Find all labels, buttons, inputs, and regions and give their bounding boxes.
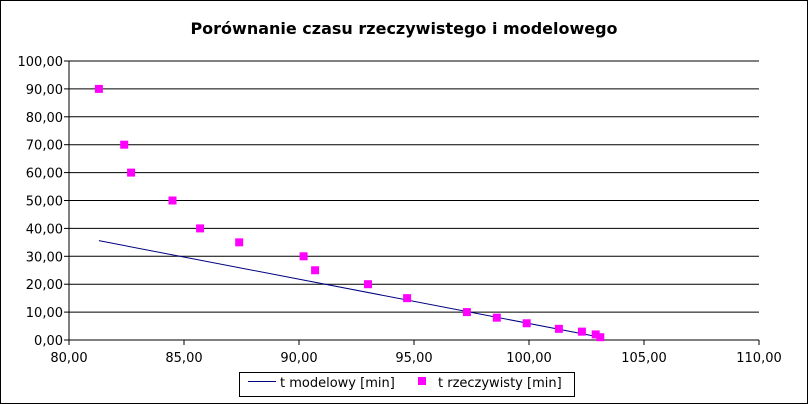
y-tick-label: 70,00 — [26, 139, 63, 154]
y-tick-label: 90,00 — [26, 83, 63, 98]
data-point-rzeczywisty — [492, 313, 501, 322]
legend: t modelowy [min] t rzeczywisty [min] — [239, 372, 575, 397]
chart-title: Porównanie czasu rzeczywistego i modelow… — [190, 19, 618, 38]
x-tick-label: 90,00 — [280, 351, 317, 366]
y-tick-label: 40,00 — [26, 222, 63, 237]
data-point-rzeczywisty — [127, 168, 136, 177]
data-point-rzeczywisty — [364, 280, 372, 289]
data-point-rzeczywisty — [403, 294, 412, 303]
y-tick-label: 60,00 — [26, 167, 63, 182]
x-tick-label: 85,00 — [165, 351, 202, 366]
series-line-modelowy — [98, 240, 601, 338]
data-point-rzeczywisty — [311, 266, 320, 275]
data-point-rzeczywisty — [120, 140, 129, 149]
x-tick-label: 80,00 — [50, 351, 87, 366]
data-point-rzeczywisty — [577, 327, 586, 336]
data-point-rzeczywisty — [462, 308, 471, 317]
data-point-rzeczywisty — [94, 84, 103, 93]
legend-square-swatch — [418, 377, 426, 385]
data-point-rzeczywisty — [596, 333, 605, 342]
data-point-rzeczywisty — [196, 224, 205, 233]
x-tick-label: 110,00 — [736, 351, 782, 366]
y-tick-label: 80,00 — [26, 111, 63, 126]
y-tick-label: 0,00 — [34, 334, 63, 349]
data-point-rzeczywisty — [299, 252, 308, 261]
legend-line-swatch — [248, 381, 276, 382]
y-tick-label: 100,00 — [18, 55, 64, 70]
y-tick-label: 50,00 — [26, 195, 63, 210]
legend-label-modelowy: t modelowy [min] — [280, 376, 395, 391]
x-tick-label: 100,00 — [506, 351, 552, 366]
data-point-rzeczywisty — [522, 319, 531, 328]
legend-label-rzeczywisty: t rzeczywisty [min] — [438, 376, 562, 391]
x-tick-label: 105,00 — [621, 351, 667, 366]
data-point-rzeczywisty — [168, 196, 177, 205]
x-tick-label: 95,00 — [395, 351, 432, 366]
y-tick-label: 10,00 — [26, 306, 63, 321]
y-tick-label: 20,00 — [26, 278, 63, 293]
y-tick-label: 30,00 — [26, 250, 63, 265]
data-point-rzeczywisty — [554, 324, 563, 333]
data-point-rzeczywisty — [591, 330, 600, 339]
data-point-rzeczywisty — [235, 238, 244, 247]
